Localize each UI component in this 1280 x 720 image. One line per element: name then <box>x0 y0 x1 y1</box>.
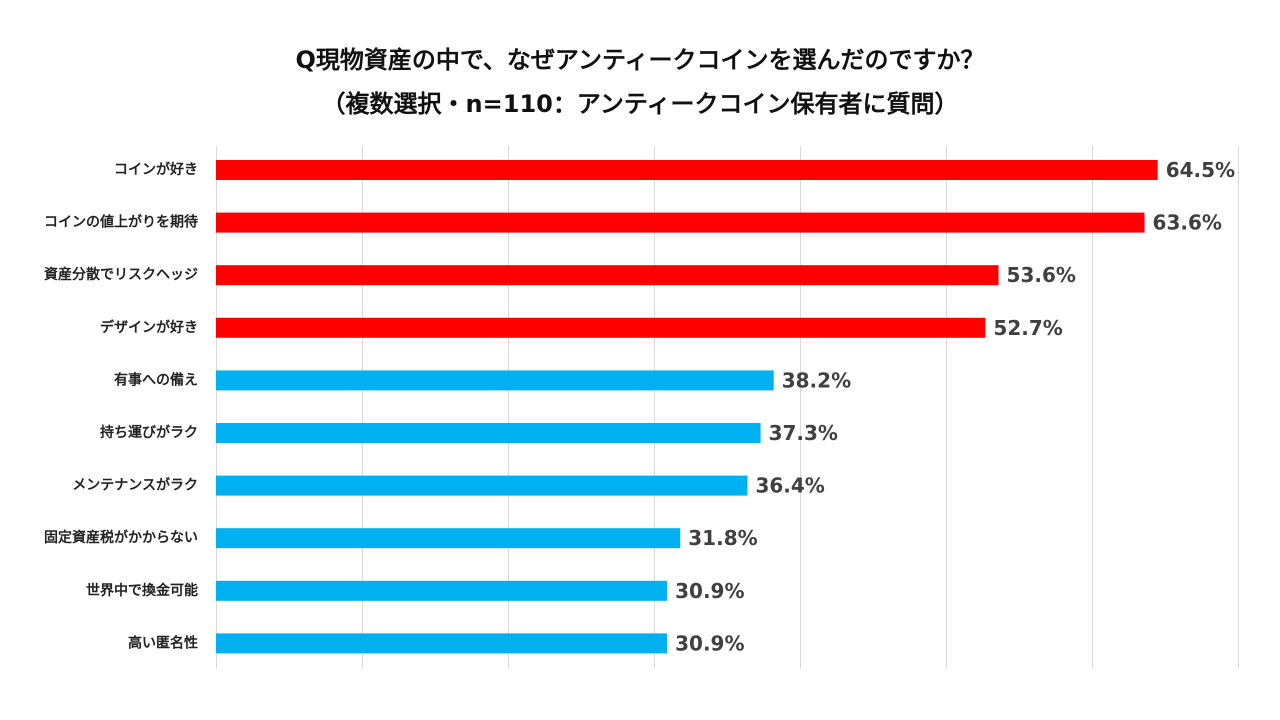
value-label: 30.9% <box>675 579 744 603</box>
bar <box>216 160 1158 180</box>
bar <box>216 317 986 338</box>
category-label: 世界中で換金可能 <box>86 582 198 599</box>
value-label: 31.8% <box>688 526 757 550</box>
bar <box>216 423 761 443</box>
bar <box>216 212 1145 233</box>
category-label: デザインが好き <box>100 319 198 336</box>
bar <box>216 265 999 286</box>
value-label: 30.9% <box>675 631 744 655</box>
value-label: 52.7% <box>993 316 1062 340</box>
category-labels: コインが好きコインの値上がりを期待資産分散でリスクヘッジデザインが好き有事への備… <box>44 161 198 651</box>
category-label: メンテナンスがラク <box>72 477 198 494</box>
bar <box>216 580 668 601</box>
bar <box>216 528 681 549</box>
bar <box>216 633 668 654</box>
chart-subtitle: （複数選択・n=110：アンティークコイン保有者に質問） <box>321 90 959 118</box>
value-label: 36.4% <box>755 474 824 498</box>
value-label: 53.6% <box>1007 263 1076 287</box>
category-label: 高い匿名性 <box>128 634 198 651</box>
bar <box>216 475 748 496</box>
value-label: 64.5% <box>1166 158 1235 182</box>
value-label: 37.3% <box>769 421 838 445</box>
category-label: 有事への備え <box>114 371 198 388</box>
category-label: 持ち運びがラク <box>100 424 198 441</box>
value-label: 63.6% <box>1153 211 1222 235</box>
category-label: 固定資産税がかからない <box>44 529 198 546</box>
bar <box>216 370 774 391</box>
category-label: コインの値上がりを期待 <box>44 214 198 231</box>
bars <box>216 160 1158 654</box>
chart-title: Q現物資産の中で、なぜアンティークコインを選んだのですか？ <box>295 46 985 74</box>
value-labels: 64.5% 63.6% 53.6% 52.7% 38.2% 37.3% 36.4% 31.8%… <box>675 158 1235 655</box>
value-label: 38.2% <box>782 368 851 392</box>
category-label: コインが好き <box>114 161 198 178</box>
category-label: 資産分散でリスクヘッジ <box>44 266 198 283</box>
